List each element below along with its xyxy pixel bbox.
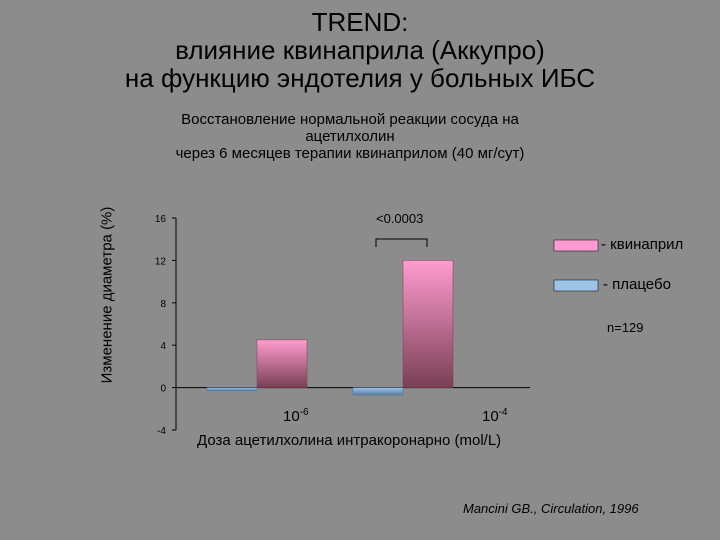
source-citation: Mancini GB., Circulation, 1996 (463, 501, 639, 516)
y-tick-label: 8 (160, 299, 166, 310)
sample-size-label: n=129 (607, 320, 644, 335)
x-tick-label-2: 10-4 (482, 407, 508, 425)
y-tick-label: 4 (160, 341, 166, 352)
legend-label-quinapril: - квинаприл (601, 236, 684, 253)
legend-swatch-placebo (553, 279, 599, 292)
bar-quinapril-2 (402, 260, 454, 388)
significance-annotation: <0.0003 (376, 211, 424, 226)
subtitle-line-2: ацетилхолин (305, 128, 395, 145)
bar-placebo-2 (352, 387, 404, 396)
subtitle-line-1: Восстановление нормальной реакции сосуда… (181, 111, 519, 128)
x-tick-label-1: 10-6 (283, 407, 309, 425)
legend-swatch-quinapril (553, 239, 599, 252)
x-axis-label: Доза ацетилхолина интракоронарно (mol/L) (197, 432, 502, 449)
subtitle-line-3: через 6 месяцев терапии квинаприлом (40 … (175, 145, 525, 162)
y-tick-label: -4 (157, 426, 166, 437)
bar-placebo-1 (206, 387, 258, 392)
y-tick-label: 16 (155, 214, 167, 225)
title-line-1: TREND: (311, 7, 409, 37)
significance-bracket (375, 238, 428, 247)
y-tick-label: 12 (155, 256, 167, 267)
title-line-3: на функцию эндотелия у больных ИБС (124, 63, 596, 93)
y-tick-label: 0 (160, 384, 166, 395)
bar-quinapril-1 (256, 339, 308, 388)
title-line-2: влияние квинаприла (Аккупро) (175, 35, 545, 65)
legend-label-placebo: - плацебо (603, 276, 671, 293)
